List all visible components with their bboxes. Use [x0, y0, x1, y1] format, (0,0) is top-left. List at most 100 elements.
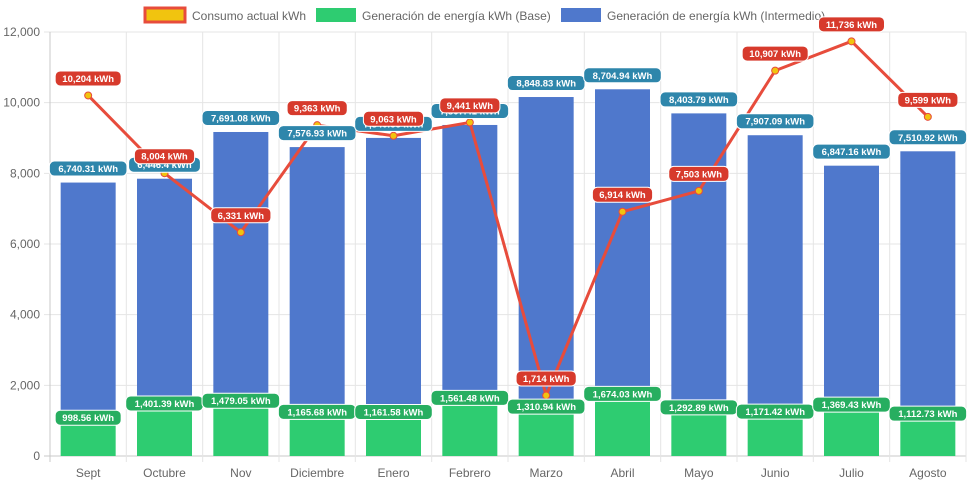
label-consumo-bg: [133, 148, 196, 165]
label-intermedio: 8,704.94 kWh: [583, 67, 662, 84]
bar-intermedio[interactable]: [518, 97, 574, 410]
consumo-point[interactable]: [465, 118, 474, 127]
label-intermedio-text: 7,907.09 kWh: [745, 117, 805, 128]
label-consumo: 7,503 kWh: [668, 165, 730, 182]
bar-base[interactable]: [518, 409, 574, 456]
label-intermedio-bg: [277, 125, 357, 142]
x-tick-label: Febrero: [449, 466, 491, 480]
y-tick-label: 0: [33, 449, 40, 463]
label-intermedio: 6,847.16 kWh: [812, 143, 891, 160]
bar-base[interactable]: [366, 414, 421, 456]
bar-base[interactable]: [137, 406, 192, 456]
label-base-text: 1,674.03 kWh: [593, 389, 653, 400]
consumo-point[interactable]: [618, 207, 627, 216]
label-consumo-bg: [286, 100, 348, 117]
label-consumo-text: 6,914 kWh: [599, 190, 646, 201]
bar-base[interactable]: [900, 416, 956, 456]
bar-intermedio[interactable]: [747, 135, 803, 415]
legend-label-consumo: Consumo actual kWh: [192, 9, 306, 23]
legend-swatch-intermedio: [561, 8, 601, 22]
label-base: 1,310.94 kWh: [506, 398, 586, 415]
label-base-text: 1,161.58 kWh: [364, 407, 424, 418]
label-base-text: 1,165.68 kWh: [287, 407, 347, 418]
x-tick-label: Sept: [76, 466, 101, 480]
consumo-point[interactable]: [694, 186, 703, 195]
label-base: 1,479.05 kWh: [201, 392, 281, 409]
label-consumo-bg: [210, 207, 272, 224]
consumo-point[interactable]: [84, 91, 93, 100]
bar-base[interactable]: [747, 414, 803, 456]
bar-intermedio[interactable]: [824, 165, 879, 408]
x-tick-label: Diciembre: [290, 466, 344, 480]
legend-swatch-consumo: [143, 6, 187, 24]
label-base-text: 1,112.73 kWh: [898, 409, 957, 420]
consumo-point[interactable]: [389, 131, 398, 140]
label-base: 1,674.03 kWh: [583, 385, 662, 402]
label-intermedio-bg: [48, 160, 128, 177]
bar-intermedio[interactable]: [900, 151, 956, 417]
label-intermedio: 8,848.83 kWh: [506, 75, 586, 92]
label-consumo-bg: [54, 70, 122, 87]
x-tick-label: Marzo: [529, 466, 563, 480]
label-consumo-text: 9,063 kWh: [370, 114, 417, 125]
label-base-text: 1,479.05 kWh: [211, 396, 271, 407]
label-base: 1,369.43 kWh: [812, 396, 891, 413]
x-tick-label: Julio: [839, 466, 864, 480]
legend-item-consumo[interactable]: Consumo actual kWh: [143, 6, 306, 24]
y-tick-label: 4,000: [10, 308, 40, 322]
label-consumo: 6,914 kWh: [591, 186, 654, 203]
bar-base[interactable]: [824, 407, 879, 456]
label-base-text: 1,310.94 kWh: [516, 402, 576, 413]
legend-item-base[interactable]: Generación de energía kWh (Base): [316, 8, 551, 23]
label-base-text: 1,401.39 kWh: [135, 399, 195, 410]
label-intermedio: 7,907.09 kWh: [735, 113, 815, 130]
label-base-text: 1,292.89 kWh: [669, 403, 729, 414]
label-consumo-text: 7,503 kWh: [676, 169, 723, 180]
bar-intermedio[interactable]: [595, 89, 650, 397]
label-consumo-text: 1,714 kWh: [523, 374, 570, 385]
bar-base[interactable]: [595, 396, 650, 456]
label-consumo-bg: [668, 165, 730, 182]
consumo-point[interactable]: [542, 391, 551, 400]
label-consumo: 11,736 kWh: [818, 16, 885, 33]
y-axis: 0 2,000 4,000 6,000 8,000 10,000 12,000: [3, 25, 40, 463]
label-intermedio-text: 8,848.83 kWh: [516, 79, 576, 90]
label-consumo-text: 9,599 kWh: [905, 95, 952, 106]
consumo-point[interactable]: [923, 112, 932, 121]
label-intermedio: 7,510.92 kWh: [888, 129, 968, 146]
bar-intermedio[interactable]: [60, 182, 116, 421]
grid: [44, 31, 967, 462]
label-intermedio-bg: [812, 143, 891, 160]
label-consumo: 9,441 kWh: [439, 97, 501, 114]
consumo-point[interactable]: [847, 37, 856, 46]
label-base-bg: [812, 396, 891, 413]
bar-base[interactable]: [289, 414, 345, 456]
legend-label-intermedio: Generación de energía kWh (Intermedio): [607, 9, 825, 23]
consumo-point[interactable]: [236, 228, 245, 237]
label-base: 1,561.48 kWh: [430, 389, 510, 406]
bar-base[interactable]: [671, 410, 727, 456]
bar-intermedio[interactable]: [442, 124, 498, 401]
x-tick-label: Abril: [610, 466, 634, 480]
x-tick-label: Octubre: [143, 466, 186, 480]
label-intermedio-bg: [583, 67, 662, 84]
consumo-point[interactable]: [771, 66, 780, 75]
label-base-bg: [506, 398, 586, 415]
bar-base[interactable]: [60, 420, 116, 456]
legend-swatch-base: [316, 8, 356, 22]
bar-intermedio[interactable]: [137, 178, 192, 407]
bar-intermedio[interactable]: [213, 131, 269, 404]
label-consumo: 9,063 kWh: [362, 110, 425, 127]
x-axis: Sept Octubre Nov Diciembre Enero Febrero Marzo…: [76, 466, 947, 480]
legend-label-base: Generación de energía kWh (Base): [362, 9, 551, 23]
y-tick-label: 10,000: [3, 96, 40, 110]
bar-base[interactable]: [213, 403, 269, 456]
bar-intermedio[interactable]: [289, 147, 345, 415]
bar-base[interactable]: [442, 400, 498, 456]
legend-item-intermedio[interactable]: Generación de energía kWh (Intermedio): [561, 8, 825, 23]
x-tick-label: Enero: [377, 466, 409, 480]
label-base-bg: [430, 389, 510, 406]
bar-intermedio[interactable]: [366, 137, 421, 415]
label-base-text: 1,369.43 kWh: [822, 400, 882, 411]
